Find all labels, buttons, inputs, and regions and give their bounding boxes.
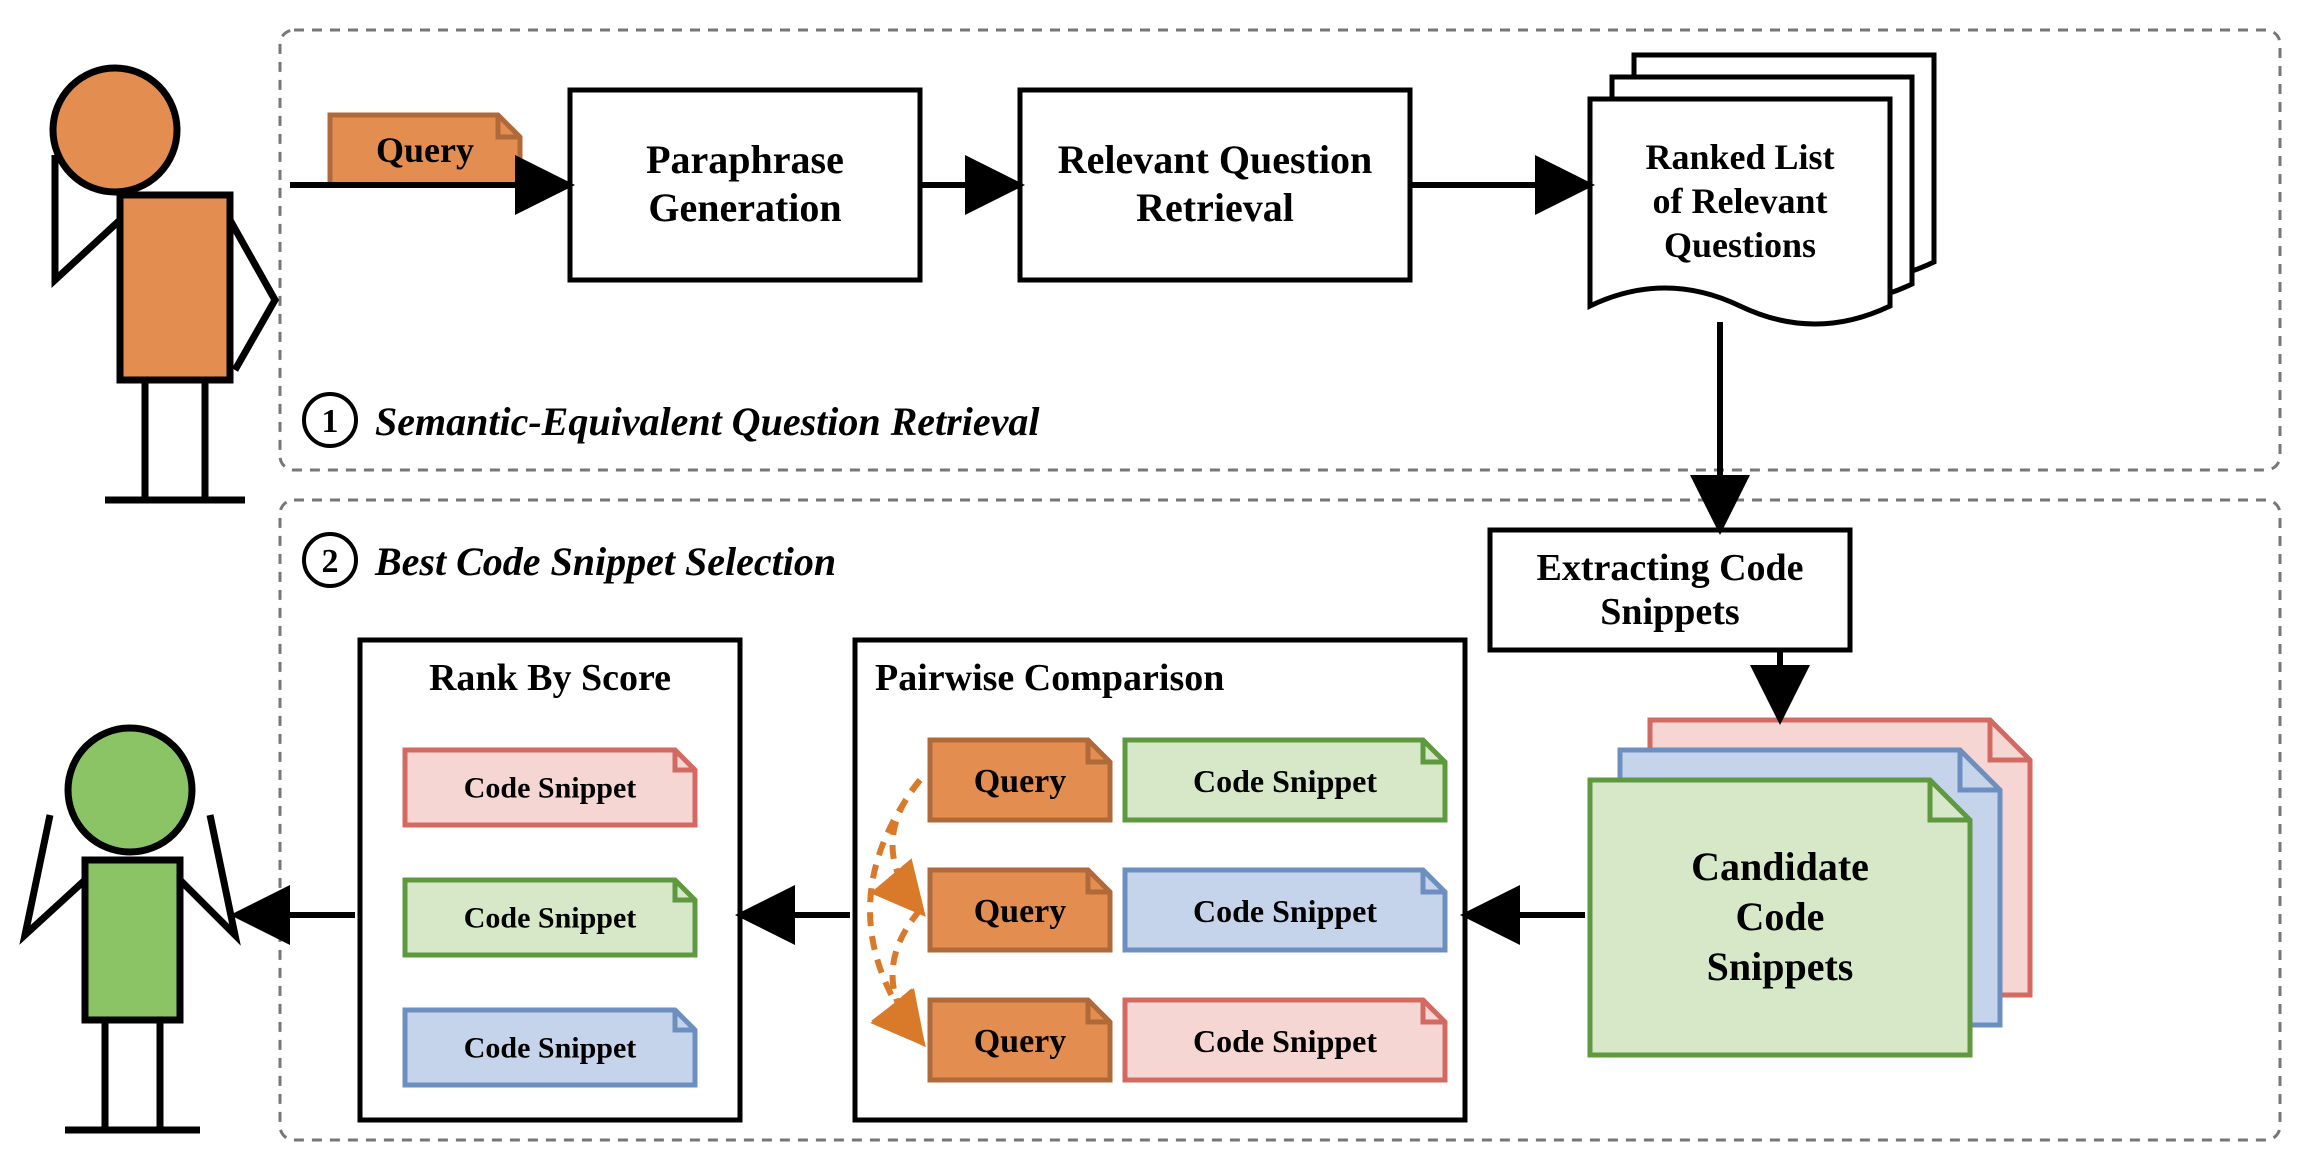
svg-text:1: 1 xyxy=(322,403,339,440)
svg-text:Code Snippet: Code Snippet xyxy=(464,1032,637,1065)
svg-text:Code Snippet: Code Snippet xyxy=(1193,893,1377,929)
svg-text:2: 2 xyxy=(322,543,339,580)
svg-text:Query: Query xyxy=(974,893,1067,930)
svg-text:Code Snippet: Code Snippet xyxy=(464,902,637,935)
user-query-icon xyxy=(53,68,275,500)
svg-text:Query: Query xyxy=(974,1023,1067,1060)
ranked-list-label: Ranked Listof RelevantQuestions xyxy=(1645,137,1834,265)
svg-text:Pairwise Comparison: Pairwise Comparison xyxy=(875,657,1224,699)
stage2-title: Best Code Snippet Selection xyxy=(374,539,836,584)
svg-text:Code Snippet: Code Snippet xyxy=(1193,1023,1377,1059)
svg-text:Query: Query xyxy=(974,763,1067,800)
svg-text:Rank By Score: Rank By Score xyxy=(429,657,671,699)
svg-text:Code Snippet: Code Snippet xyxy=(1193,763,1377,799)
query-tag: Query xyxy=(376,130,474,170)
stage1-title: Semantic-Equivalent Question Retrieval xyxy=(375,399,1040,444)
svg-text:Code Snippet: Code Snippet xyxy=(464,772,637,805)
user-result-icon xyxy=(25,728,235,1130)
